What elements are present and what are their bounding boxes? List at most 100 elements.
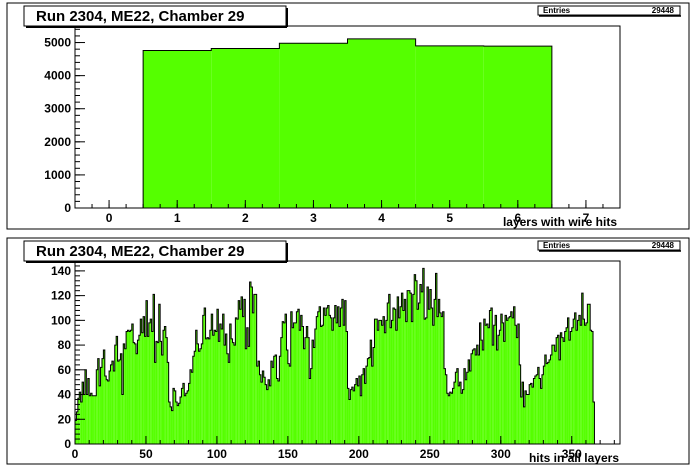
chart2-bar — [222, 314, 225, 444]
chart2-bar — [360, 395, 362, 444]
chart2-bar — [90, 393, 93, 444]
chart2-bar — [155, 341, 158, 444]
chart2-bar — [492, 345, 494, 444]
chart2-bar — [578, 315, 581, 444]
chart2-bar — [583, 319, 585, 444]
chart2-bar — [204, 307, 206, 444]
chart2-bar — [414, 274, 416, 444]
chart1-bar — [415, 45, 484, 208]
chart1-stats-label: Entries — [543, 6, 571, 15]
chart2-bar — [570, 331, 572, 444]
chart2-bar — [560, 332, 562, 444]
chart2-bar — [215, 331, 217, 444]
chart2-bar — [250, 286, 253, 444]
chart2-plot-frame — [74, 260, 621, 445]
chart2-bar — [248, 346, 250, 444]
chart2-bar — [194, 351, 196, 444]
chart2-bar — [364, 383, 366, 444]
chart2-bar — [536, 374, 538, 444]
chart2-bar — [113, 371, 115, 444]
chart2-bar — [436, 316, 439, 444]
chart1-bar — [483, 46, 552, 208]
chart2-bar — [99, 385, 101, 444]
chart2-bar — [455, 372, 457, 444]
chart2-bar — [532, 387, 534, 444]
chart2-bar — [429, 289, 432, 444]
chart2-bar — [523, 406, 525, 444]
chart2-bar — [104, 375, 107, 444]
chart2-bar — [390, 327, 392, 444]
chart2-bar — [101, 358, 104, 444]
chart2-bar — [327, 305, 330, 444]
chart2-bar — [537, 367, 540, 444]
chart2-bar — [533, 378, 535, 444]
chart2-bar — [446, 393, 449, 444]
chart2-bar — [543, 366, 545, 444]
chart2-bar — [182, 383, 185, 444]
chart2-bar — [255, 294, 257, 444]
chart2-bar — [473, 348, 476, 444]
chart2-bar — [293, 322, 295, 444]
chart2-bar — [170, 406, 172, 444]
chart2-bar — [258, 361, 260, 444]
chart2-bar — [252, 312, 254, 444]
chart2-bar — [540, 388, 542, 444]
chart2-bar — [290, 311, 293, 444]
chart2-bar — [198, 351, 200, 444]
chart2-bar — [289, 366, 291, 444]
chart2-bar — [243, 299, 246, 444]
chart2-bar — [246, 327, 249, 444]
chart2-bar — [510, 311, 513, 444]
chart2-bar — [500, 314, 503, 444]
chart2-bar — [404, 299, 406, 444]
chart2-bar — [329, 315, 331, 444]
chart1-x-tick-label: 2 — [242, 211, 249, 225]
chart2-bar — [553, 345, 555, 444]
chart2-bar — [75, 420, 77, 444]
chart2-bar — [387, 303, 389, 444]
chart2-bar — [405, 321, 408, 444]
chart2-x-tick-label: 50 — [139, 447, 153, 461]
chart2-bar — [133, 342, 135, 444]
chart2-bar — [275, 354, 277, 444]
chart2-bar — [317, 311, 320, 444]
chart2-bar — [164, 326, 166, 444]
chart1-x-axis-label: layers with wire hits — [503, 215, 617, 229]
chart2-bar — [385, 320, 388, 444]
chart2-y-tick-label: 60 — [58, 363, 72, 377]
chart2-bar — [219, 324, 222, 444]
chart2-bar — [245, 348, 247, 444]
chart2-bar — [347, 388, 349, 444]
chart2-bar — [184, 395, 186, 444]
chart2-bar — [373, 347, 375, 444]
chart2-bar — [568, 340, 571, 444]
chart2-bar — [97, 358, 100, 444]
chart2-x-tick-label: 250 — [420, 447, 440, 461]
chart2-bar — [400, 306, 402, 444]
chart2-bar — [392, 307, 395, 444]
chart2-bar — [201, 343, 203, 444]
chart2-bar — [128, 331, 131, 444]
chart2-bar — [375, 319, 378, 444]
chart2-bar — [93, 395, 95, 444]
chart2-bar — [285, 314, 287, 444]
chart2-bar — [343, 325, 345, 444]
chart2-bar — [397, 296, 399, 444]
chart2-bar — [517, 324, 520, 444]
chart2-bar — [319, 306, 321, 444]
chart2-bar — [153, 294, 155, 444]
chart2-bar — [124, 348, 127, 444]
chart2-bar — [238, 300, 240, 444]
chart2-bar — [348, 399, 351, 444]
chart2-bar — [276, 378, 278, 444]
chart2-bar — [556, 337, 558, 444]
chart2-bar — [424, 319, 426, 444]
chart2-bar — [262, 371, 264, 444]
chart2-bar — [283, 322, 286, 444]
chart2-bar — [187, 390, 189, 444]
chart2-bar — [185, 393, 188, 444]
chart2-bar — [509, 316, 511, 444]
chart2-bar — [189, 369, 192, 444]
